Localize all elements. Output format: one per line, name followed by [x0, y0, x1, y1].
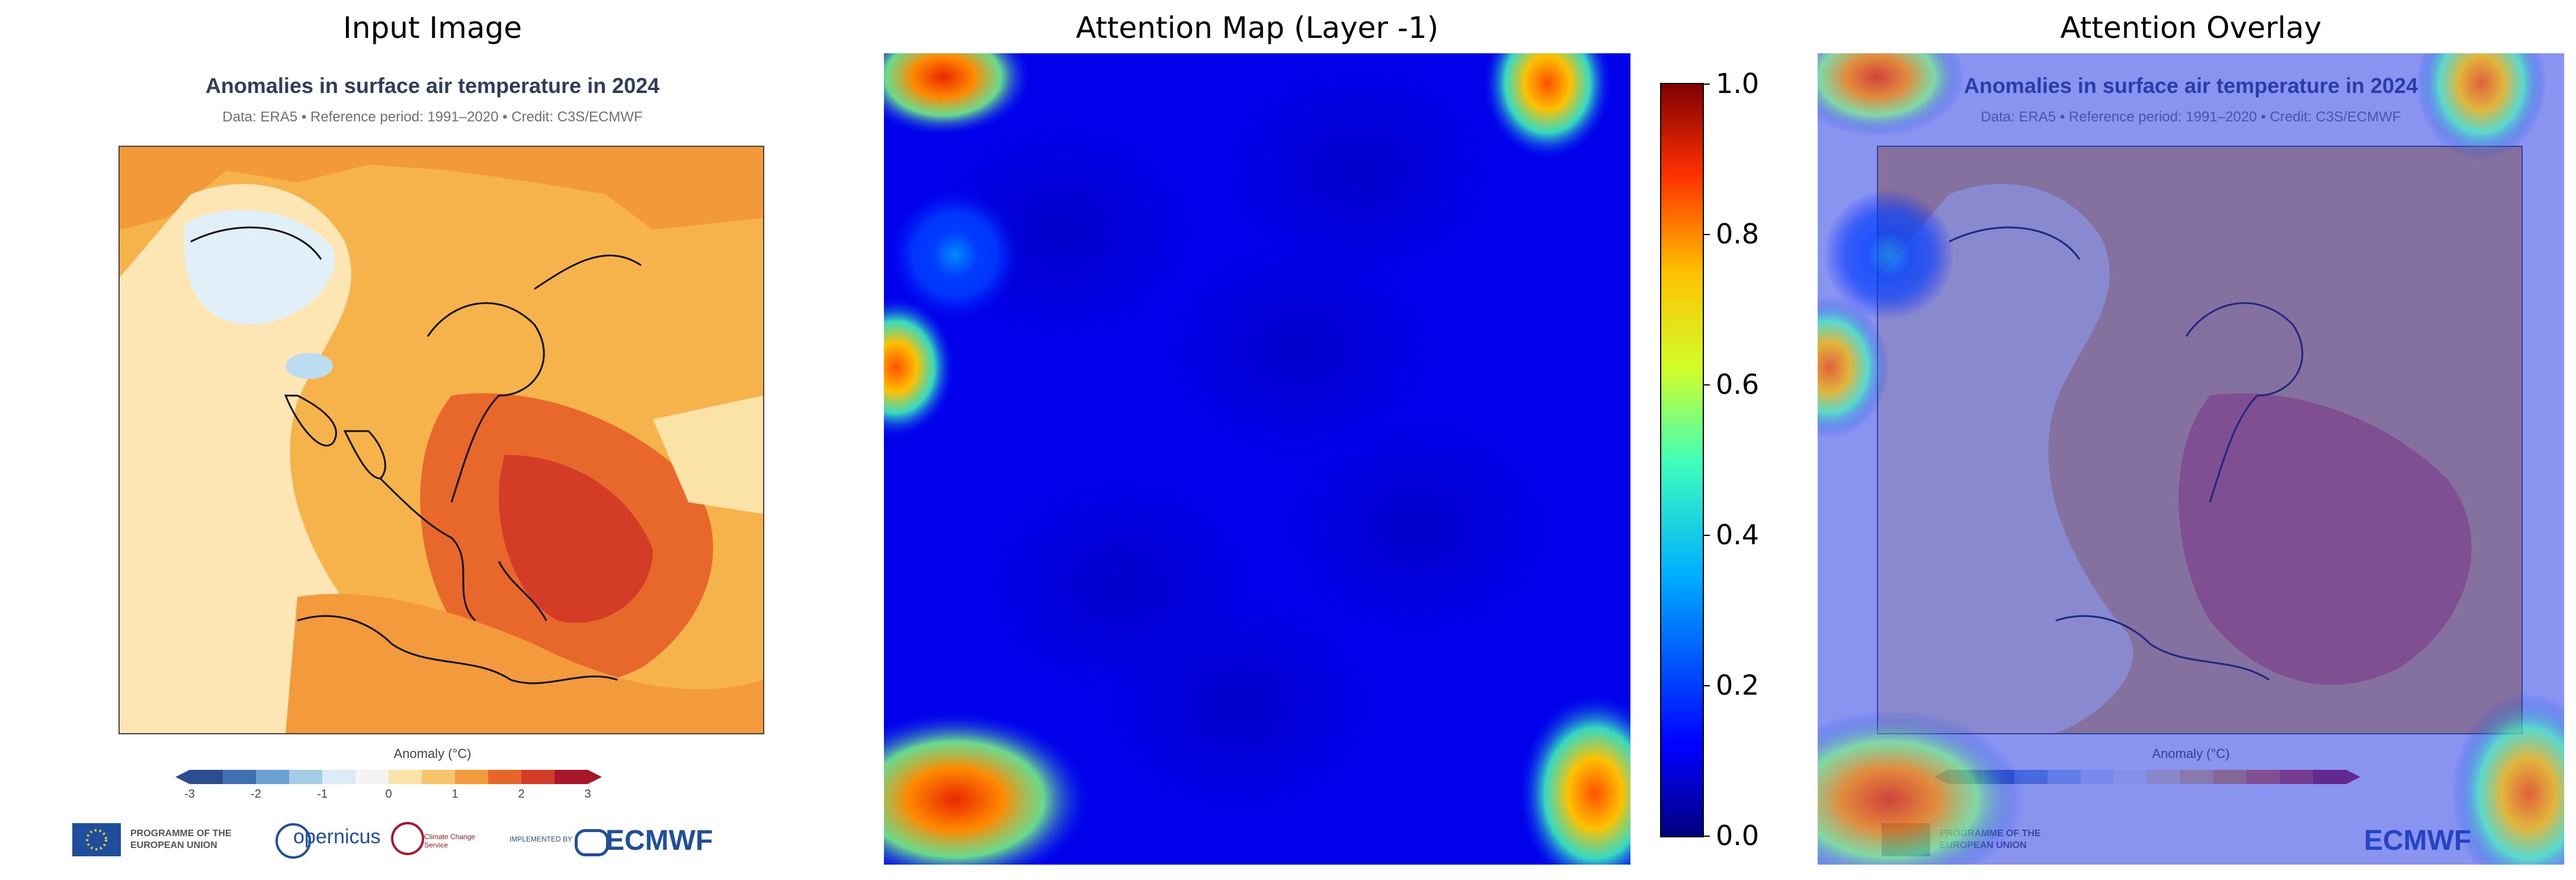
attention-hotspot	[1518, 693, 1630, 865]
colorbar-tick-label: 0.0	[1716, 820, 1760, 852]
colorbar-max-arrow	[588, 770, 602, 784]
attention-hotspot	[2416, 53, 2546, 160]
attention-hotspot	[1824, 190, 1954, 320]
attention-heatmap	[884, 53, 1630, 865]
europe-map-graphic	[120, 147, 763, 733]
c3s-logo-icon	[391, 822, 424, 855]
eu-flag-icon	[72, 823, 121, 856]
colorbar-segment	[190, 770, 223, 784]
attention-hotspot	[890, 190, 1020, 320]
colorbar-segment	[389, 770, 422, 784]
colorbar-tick-label: 0.4	[1716, 519, 1760, 551]
colorbar-tick-mark	[1703, 836, 1710, 837]
colorbar-segment	[455, 770, 488, 784]
colorbar-tick-label: 2	[518, 788, 525, 801]
colorbar-tick-label: -3	[184, 788, 195, 801]
input-image-title: Input Image	[343, 11, 522, 45]
copernicus-label: opernicus	[293, 826, 381, 848]
overlay-hotspots	[1818, 53, 2564, 865]
colorbar-tick-label: 0	[385, 788, 392, 801]
colorbar-segment	[521, 770, 555, 784]
attention-colorbar	[1660, 83, 1704, 837]
heatmap-low-region	[1287, 420, 1547, 634]
colorbar-segment	[256, 770, 289, 784]
map-subtitle: Data: ERA5 • Reference period: 1991–2020…	[222, 109, 643, 125]
colorbar-segment	[488, 770, 521, 784]
copernicus-logo-icon	[275, 823, 311, 859]
colorbar-tick-label: 0.8	[1716, 218, 1760, 250]
colorbar-segment	[355, 770, 389, 784]
colorbar-tick-label: 1.0	[1716, 68, 1760, 99]
colorbar-tick-mark	[1703, 384, 1710, 386]
attention-hotspot	[884, 53, 1032, 136]
temperature-anomaly-map	[118, 146, 764, 734]
map-title: Anomalies in surface air temperature in …	[205, 73, 660, 98]
colorbar-min-arrow	[175, 770, 190, 784]
colorbar-tick-mark	[1703, 83, 1710, 85]
colorbar-tick-label: 0.2	[1716, 669, 1760, 701]
heatmap-low-region	[1168, 243, 1429, 456]
colorbar-caption: Anomaly (°C)	[393, 746, 472, 761]
colorbar-tick-label: -2	[251, 788, 261, 801]
ecmwf-logo-icon	[575, 829, 609, 856]
attention-hotspot	[1482, 53, 1613, 160]
logo-strip: PROGRAMME OF THE EUROPEAN UNION opernicu…	[59, 817, 806, 865]
attention-hotspot	[1818, 53, 1966, 136]
attention-map-title: Attention Map (Layer -1)	[1075, 11, 1439, 45]
colorbar-segment	[555, 770, 588, 784]
heatmap-low-region	[1109, 598, 1370, 811]
attention-hotspot	[1818, 711, 2025, 865]
colorbar-segment	[223, 770, 256, 784]
heatmap-low-region	[1228, 65, 1488, 278]
colorbar-segment	[422, 770, 455, 784]
colorbar-tick-label: 0.6	[1716, 368, 1760, 400]
input-image-panel: Anomalies in surface air temperature in …	[59, 53, 806, 865]
anomaly-colorbar	[175, 770, 602, 784]
attention-hotspot	[884, 296, 955, 438]
colorbar-tick-mark	[1703, 685, 1710, 686]
colorbar-tick-label: 3	[584, 788, 591, 801]
attention-map-plot	[884, 53, 1630, 865]
colorbar-tick-label: 1	[451, 788, 459, 801]
eu-programme-label: PROGRAMME OF THE EUROPEAN UNION	[130, 828, 232, 850]
ecmwf-label: ECMWF	[605, 825, 713, 856]
c3s-label: Climate Change Service	[424, 833, 476, 849]
colorbar-tick-mark	[1703, 234, 1710, 235]
colorbar-tick-mark	[1703, 535, 1710, 536]
colorbar-tick-label: -1	[317, 788, 328, 801]
attention-overlay-title: Attention Overlay	[2060, 11, 2322, 45]
attention-hotspot	[1818, 296, 1889, 438]
attention-hotspot	[884, 711, 1091, 865]
attention-overlay-panel: Anomalies in surface air temperature in …	[1818, 53, 2564, 865]
implemented-by-label: IMPLEMENTED BY	[510, 835, 573, 843]
colorbar-segment	[322, 770, 355, 784]
attention-hotspot	[2452, 693, 2564, 865]
colorbar-segment	[289, 770, 322, 784]
